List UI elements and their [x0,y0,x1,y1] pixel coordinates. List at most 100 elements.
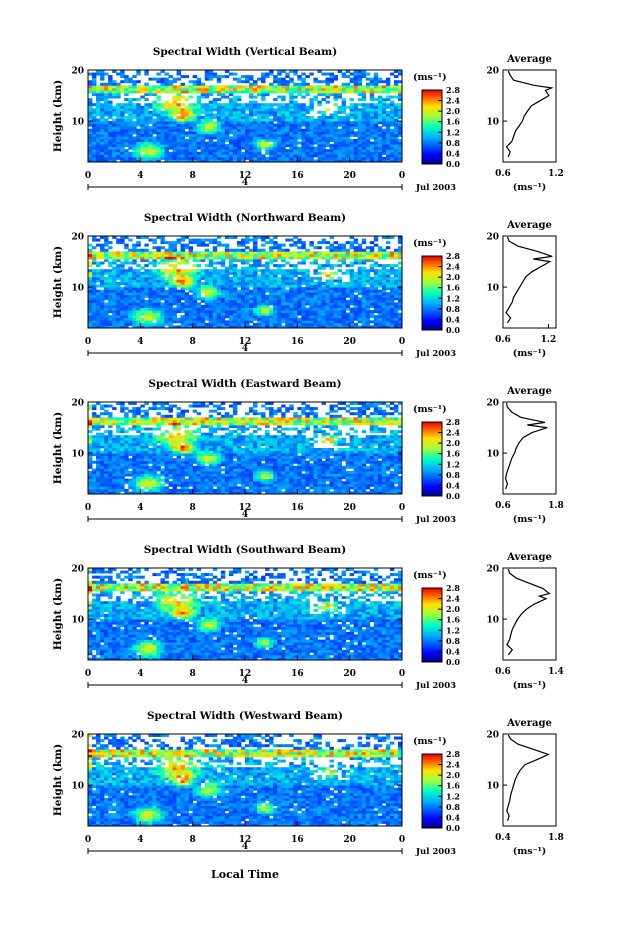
heatmap-cell [269,146,274,150]
heatmap-cell [188,282,194,285]
heatmap-cell [369,279,375,283]
heatmap-cell [240,159,246,163]
heatmap-cell [301,312,306,316]
heatmap-cell [176,305,181,308]
heatmap-cell [269,121,274,125]
heatmap-cell [301,317,306,321]
heatmap-cell [128,256,133,260]
heatmap-cell [136,307,141,311]
heatmap-cell [393,317,399,321]
heatmap-cell [152,149,157,153]
heatmap-cell [381,159,387,163]
heatmap-cell [341,108,347,112]
heatmap-cell [333,289,338,293]
heatmap-cell [180,133,186,137]
heatmap-cell [261,320,266,324]
heatmap-cell [212,116,218,119]
heatmap-cell [317,90,322,94]
heatmap-cell [108,450,113,454]
heatmap-cell [172,103,177,107]
heatmap-cell [365,146,371,150]
heatmap-cell [96,274,101,278]
heatmap-cell [164,312,169,316]
heatmap-cell [325,131,330,135]
heatmap-cell [120,136,125,140]
heatmap-cell [393,248,399,252]
heatmap-cell [208,317,214,321]
heatmap-cell [148,282,153,285]
heatmap-cell [228,312,234,316]
heatmap-cell [112,471,117,474]
heatmap-cell [148,93,153,96]
heatmap-cell [180,123,186,127]
heatmap-cell [273,317,278,321]
heatmap-cell [245,289,250,293]
heatmap-cell [172,131,177,135]
heatmap-cell [212,248,218,252]
heatmap-cell [281,243,286,247]
heatmap-cell [96,133,101,137]
heatmap-cell [116,156,121,160]
heatmap-cell [245,238,250,242]
heatmap-cell [333,90,338,94]
heatmap-cell [228,302,234,306]
heatmap-cell [397,299,403,303]
heatmap-cell [132,259,137,262]
heatmap-cell [357,284,363,288]
heatmap-cell [281,113,286,117]
heatmap-cell [208,241,214,245]
heatmap-cell [249,259,254,262]
heatmap-cell [136,70,141,73]
heatmap-cell [124,473,129,477]
heatmap-cell [305,299,310,303]
heatmap-cell [309,307,314,311]
heatmap-cell [245,236,250,239]
heatmap-cell [108,75,113,79]
heatmap-cell [341,105,347,109]
heatmap-cell [289,87,294,91]
heatmap-cell [120,238,125,242]
heatmap-cell [124,136,129,140]
heatmap-cell [245,261,250,265]
heatmap-cell [92,87,97,91]
heatmap-cell [353,310,359,314]
heatmap-cell [381,141,387,145]
heatmap-cell [116,473,121,477]
heatmap-cell [148,85,153,89]
heatmap-cell [301,85,306,89]
heatmap-cell [377,253,383,257]
heatmap-cell [240,144,246,148]
heatmap-cell [373,310,379,314]
heatmap-cell [389,271,395,275]
heatmap-cell [100,116,105,119]
heatmap-cell [385,251,391,255]
heatmap-cell [188,113,194,117]
heatmap-cell [104,481,109,485]
heatmap-cell [333,156,338,160]
heatmap-cell [293,100,298,104]
profile-y-tick-label: 20 [486,233,499,243]
heatmap-cell [148,292,153,296]
heatmap-cell [184,159,190,163]
heatmap-cell [321,294,326,298]
heatmap-cell [385,264,391,268]
heatmap-cell [176,294,181,298]
heatmap-cell [216,98,222,102]
heatmap-cell [341,131,347,135]
heatmap-cell [273,264,278,268]
heatmap-cell [373,287,379,291]
heatmap-cell [168,264,173,268]
heatmap-cell [96,149,101,153]
heatmap-cell [277,325,282,329]
heatmap-cell [124,276,129,280]
heatmap-cell [357,108,363,112]
heatmap-cell [249,297,254,301]
heatmap-cell [108,149,113,153]
heatmap-cell [353,271,359,275]
heatmap-cell [253,276,258,280]
heatmap-cell [140,299,145,303]
heatmap-cell [317,276,322,280]
heatmap-cell [289,108,294,112]
heatmap-cell [108,297,113,301]
heatmap-cell [136,121,141,125]
